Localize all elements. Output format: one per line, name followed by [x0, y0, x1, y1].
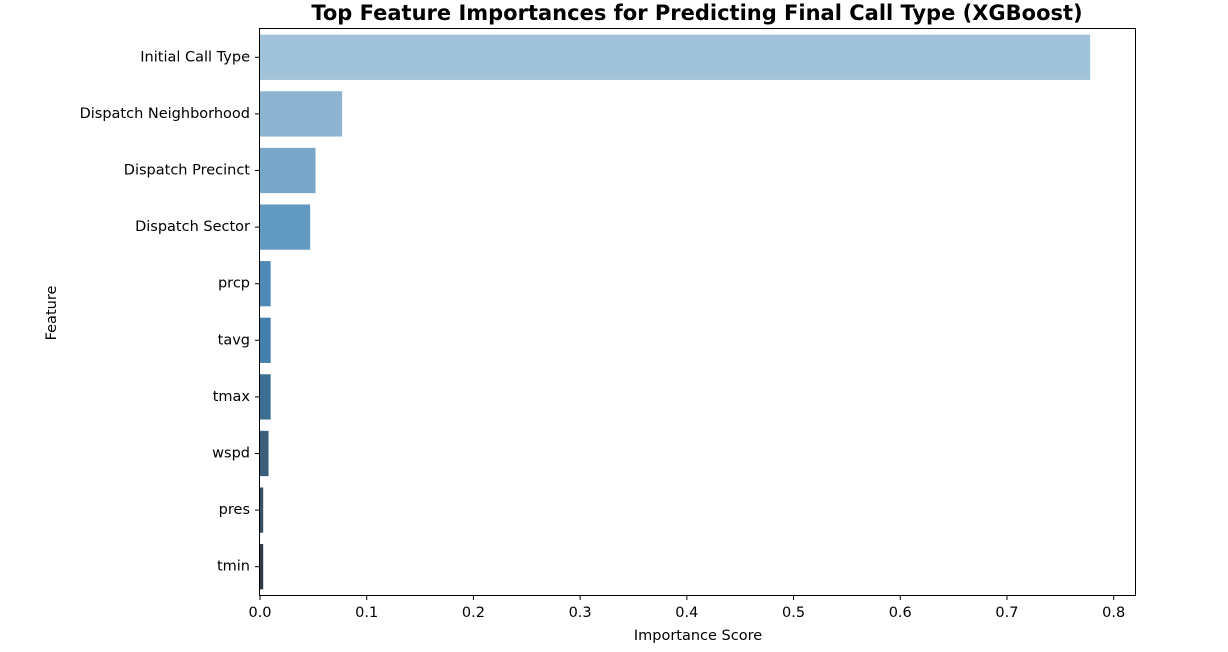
bar [260, 147, 316, 194]
x-tick-label: 0.4 [675, 605, 698, 621]
bar [260, 544, 264, 590]
bar [260, 317, 271, 363]
x-tick-label: 0.2 [462, 605, 485, 621]
y-tick-label: tmin [217, 559, 250, 575]
x-tick-label: 0.0 [248, 605, 271, 621]
bar [260, 487, 264, 533]
bars-layer [260, 34, 1091, 590]
x-tick-label: 0.8 [1102, 605, 1125, 621]
y-tick-label: Dispatch Sector [135, 219, 250, 235]
x-axis-label: Importance Score [634, 628, 762, 644]
bar [260, 91, 343, 137]
plot-frame [259, 28, 1136, 596]
y-axis-ticks: Initial Call Type Dispatch Neighborhood Di… [80, 49, 260, 575]
y-tick-label: tavg [218, 332, 250, 348]
chart-title: Top Feature Importances for Predicting F… [311, 1, 1082, 25]
x-tick-label: 0.6 [889, 605, 912, 621]
bar [260, 374, 271, 420]
y-tick-label: Dispatch Neighborhood [80, 106, 250, 122]
x-tick-label: 0.7 [995, 605, 1018, 621]
y-tick-label: prcp [218, 276, 250, 292]
y-tick-label: tmax [213, 389, 251, 405]
bar [260, 34, 1091, 80]
y-tick-label: pres [219, 502, 250, 518]
x-tick-label: 0.3 [569, 605, 592, 621]
y-tick-label: Initial Call Type [140, 49, 250, 65]
x-tick-label: 0.5 [782, 605, 805, 621]
bar [260, 430, 269, 477]
bar [260, 261, 271, 307]
bar [260, 204, 311, 250]
y-tick-label: wspd [212, 446, 250, 462]
y-axis-label: Feature [44, 286, 60, 341]
x-axis-ticks: 0.0 0.1 0.2 0.3 0.4 0.5 0.6 0.7 0.8 [248, 595, 1125, 621]
x-tick-label: 0.1 [355, 605, 378, 621]
y-tick-label: Dispatch Precinct [124, 163, 251, 179]
